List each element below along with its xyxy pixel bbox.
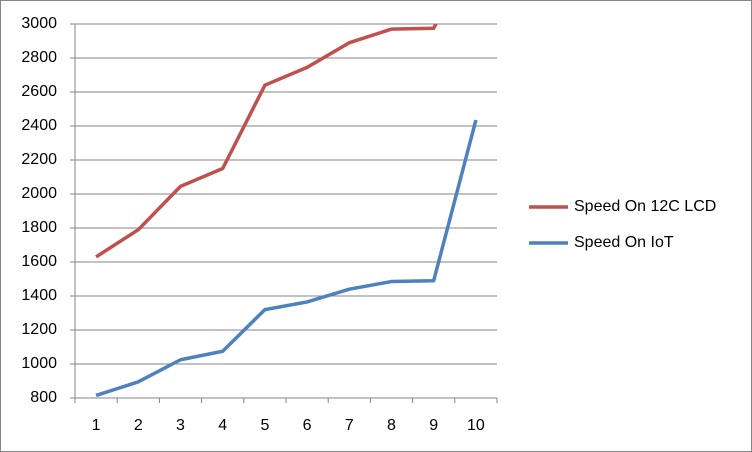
y-tick-label: 1000: [21, 355, 57, 372]
y-tick-label: 3000: [21, 15, 57, 32]
series-line: [95, 119, 478, 398]
grid: [70, 23, 498, 403]
series-line: [95, 24, 438, 259]
y-tick-label: 1800: [21, 219, 57, 236]
x-tick-label: 2: [134, 417, 143, 434]
x-tick-label: 4: [218, 417, 227, 434]
x-tick-label: 5: [260, 417, 269, 434]
y-tick-label: 1200: [21, 321, 57, 338]
y-tick-label: 2400: [21, 117, 57, 134]
y-tick-label: 2000: [21, 185, 57, 202]
x-tick-label: 10: [467, 417, 485, 434]
plot-area: [95, 24, 478, 398]
x-tick-label: 3: [176, 417, 185, 434]
x-tick-label: 7: [345, 417, 354, 434]
y-tick-label: 1400: [21, 287, 57, 304]
y-tick-label: 1600: [21, 253, 57, 270]
labels: 800 1000 1200 1400 1600 1800 2000 2200 2400 2600 2…: [21, 15, 716, 434]
x-tick-label: 8: [387, 417, 396, 434]
x-tick-label: 1: [92, 417, 101, 434]
x-tick-label: 9: [429, 417, 438, 434]
legend-label: Speed On IoT: [574, 234, 674, 251]
y-tick-label: 800: [30, 389, 57, 406]
y-tick-label: 2200: [21, 151, 57, 168]
y-tick-label: 2800: [21, 49, 57, 66]
x-tick-label: 6: [303, 417, 312, 434]
y-tick-label: 2600: [21, 83, 57, 100]
legend-label: Speed On 12C LCD: [574, 198, 716, 215]
